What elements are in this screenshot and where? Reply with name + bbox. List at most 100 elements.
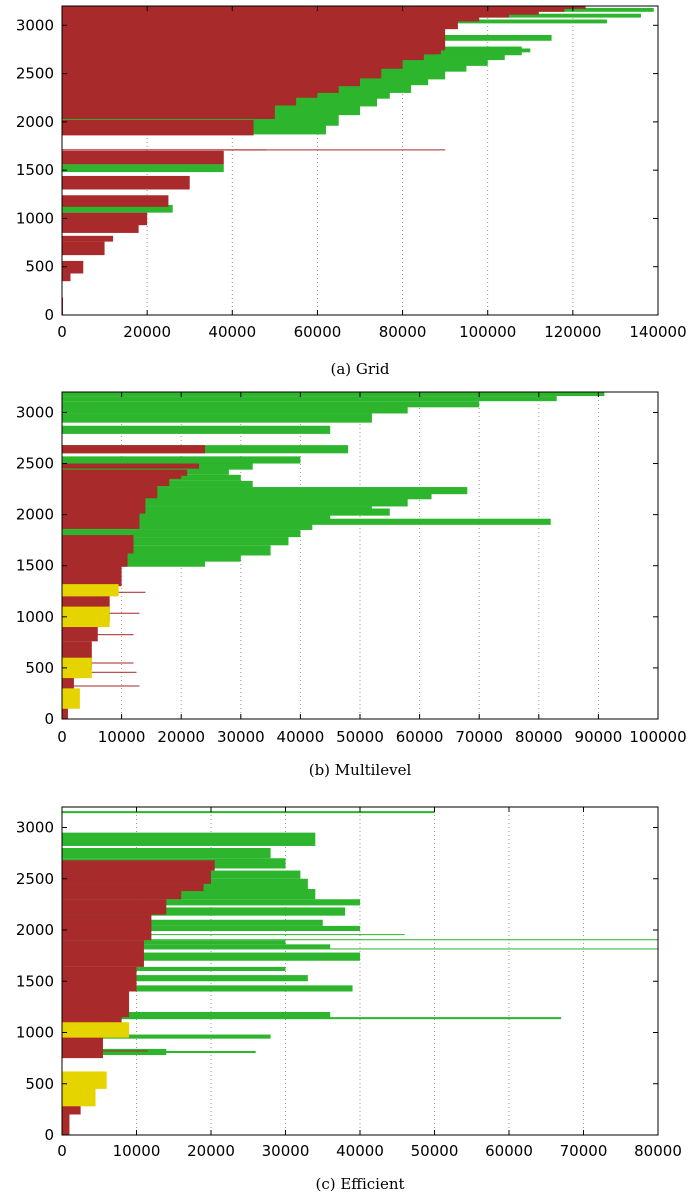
plot-frame — [61, 5, 659, 316]
x-tick-label: 20000 — [187, 1142, 235, 1160]
bar-yellow — [62, 1022, 130, 1038]
x-tick-label: 0 — [57, 728, 67, 746]
y-tick-label: 1500 — [16, 161, 54, 179]
bar-yellow — [62, 688, 80, 709]
bar-green — [62, 553, 241, 562]
bar-red — [62, 512, 140, 529]
chart-panel-efficient: 0 10000 20000 30000 40000 50000 60000 70000 8000… — [0, 781, 692, 1197]
bar-red — [62, 483, 158, 499]
x-tick-label: 50000 — [411, 1142, 459, 1160]
bar-green — [62, 889, 316, 900]
x-tick-label: 20000 — [123, 323, 171, 341]
bar-red — [62, 1114, 70, 1135]
series-red — [62, 6, 586, 315]
x-tick-label: 40000 — [336, 1142, 384, 1160]
bar-red — [62, 149, 446, 151]
x-tick-label: 60000 — [396, 728, 444, 746]
bar-red — [62, 445, 206, 454]
x-tick-label: 0 — [57, 323, 67, 341]
bar-red — [62, 634, 134, 636]
y-tick-label: 1500 — [16, 557, 54, 575]
bar-green — [62, 413, 372, 423]
x-tick-label: 0 — [57, 1142, 67, 1160]
y-tick-label: 500 — [25, 1075, 54, 1093]
bar-red — [62, 670, 74, 694]
series-red — [62, 149, 446, 151]
bar-yellow — [62, 584, 119, 597]
bar-red — [62, 662, 134, 664]
chart-efficient: 0 10000 20000 30000 40000 50000 60000 70000 8000… — [16, 806, 682, 1193]
x-tick-label: 10000 — [98, 728, 146, 746]
bar-green — [62, 934, 405, 936]
bar-red — [62, 685, 140, 687]
bar-green — [62, 985, 353, 992]
bar-green — [62, 545, 271, 556]
bar-red — [62, 195, 169, 207]
y-tick-label: 2000 — [16, 506, 54, 524]
bar-red — [62, 463, 200, 469]
bar-green — [62, 164, 224, 173]
y-tick-label: 3000 — [16, 16, 54, 34]
bar-green — [62, 907, 346, 916]
x-tick-label: 10000 — [113, 1142, 161, 1160]
bar-green — [62, 975, 308, 982]
bar-green — [62, 919, 323, 926]
bar-green — [62, 392, 605, 397]
x-tick-label: 140000 — [629, 323, 686, 341]
y-tick-label: 0 — [44, 1126, 54, 1144]
bar-red — [62, 551, 128, 567]
bar-yellow — [62, 606, 110, 628]
y-tick-label: 500 — [25, 659, 54, 677]
bar-red — [62, 940, 144, 967]
bar-red — [62, 8, 539, 15]
y-tick-label: 1000 — [16, 608, 54, 626]
y-tick-label: 2500 — [16, 455, 54, 473]
y-tick-label: 500 — [25, 258, 54, 276]
y-tick-label: 2500 — [16, 65, 54, 83]
series-yellow — [62, 584, 119, 709]
bar-green — [62, 832, 316, 846]
x-tick-label: 80000 — [634, 1142, 682, 1160]
bar-red — [62, 235, 114, 242]
bar-red — [62, 17, 458, 30]
bar-green — [62, 401, 480, 408]
bar-red — [62, 496, 146, 514]
bar-red — [62, 891, 182, 900]
x-tick-label: 20000 — [157, 728, 205, 746]
x-tick-label: 30000 — [262, 1142, 310, 1160]
bar-green — [62, 940, 286, 945]
bar-red — [62, 914, 152, 941]
bar-green — [62, 529, 301, 538]
bar-red — [62, 119, 254, 136]
bar-red — [62, 870, 211, 884]
chart-grid: 0 20000 40000 60000 80000 100000 120000 140000 0… — [16, 5, 687, 378]
bar-green — [62, 1050, 256, 1053]
bar-red — [62, 991, 130, 1018]
bar-red — [62, 241, 105, 256]
x-tick-label: 90000 — [575, 728, 623, 746]
bar-red — [62, 671, 137, 673]
bar-yellow — [62, 1083, 96, 1107]
bar-red — [62, 966, 137, 992]
bar-green — [62, 456, 301, 464]
bar-red — [62, 899, 167, 915]
bar-green — [62, 925, 360, 932]
x-tick-label: 40000 — [277, 728, 325, 746]
x-tick-label: 100000 — [629, 728, 686, 746]
y-tick-label: 1500 — [16, 972, 54, 990]
bar-green — [62, 537, 289, 546]
bar-red — [62, 1050, 148, 1052]
y-tick-label: 2500 — [16, 870, 54, 888]
x-tick-label: 80000 — [515, 728, 563, 746]
bar-green — [62, 848, 271, 859]
x-tick-label: 70000 — [560, 1142, 608, 1160]
chart-panel-multilevel: 0 10000 20000 30000 40000 50000 60000 70000 8000… — [0, 386, 692, 781]
bar-green — [62, 487, 468, 495]
bar-green — [62, 944, 331, 949]
bar-red — [62, 51, 424, 61]
bar-yellow — [62, 1071, 107, 1089]
x-tick-label: 50000 — [336, 728, 384, 746]
chart-multilevel: 0 10000 20000 30000 40000 50000 60000 70000 8000… — [16, 391, 687, 779]
bar-yellow — [62, 657, 92, 679]
x-tick-label: 120000 — [544, 323, 601, 341]
